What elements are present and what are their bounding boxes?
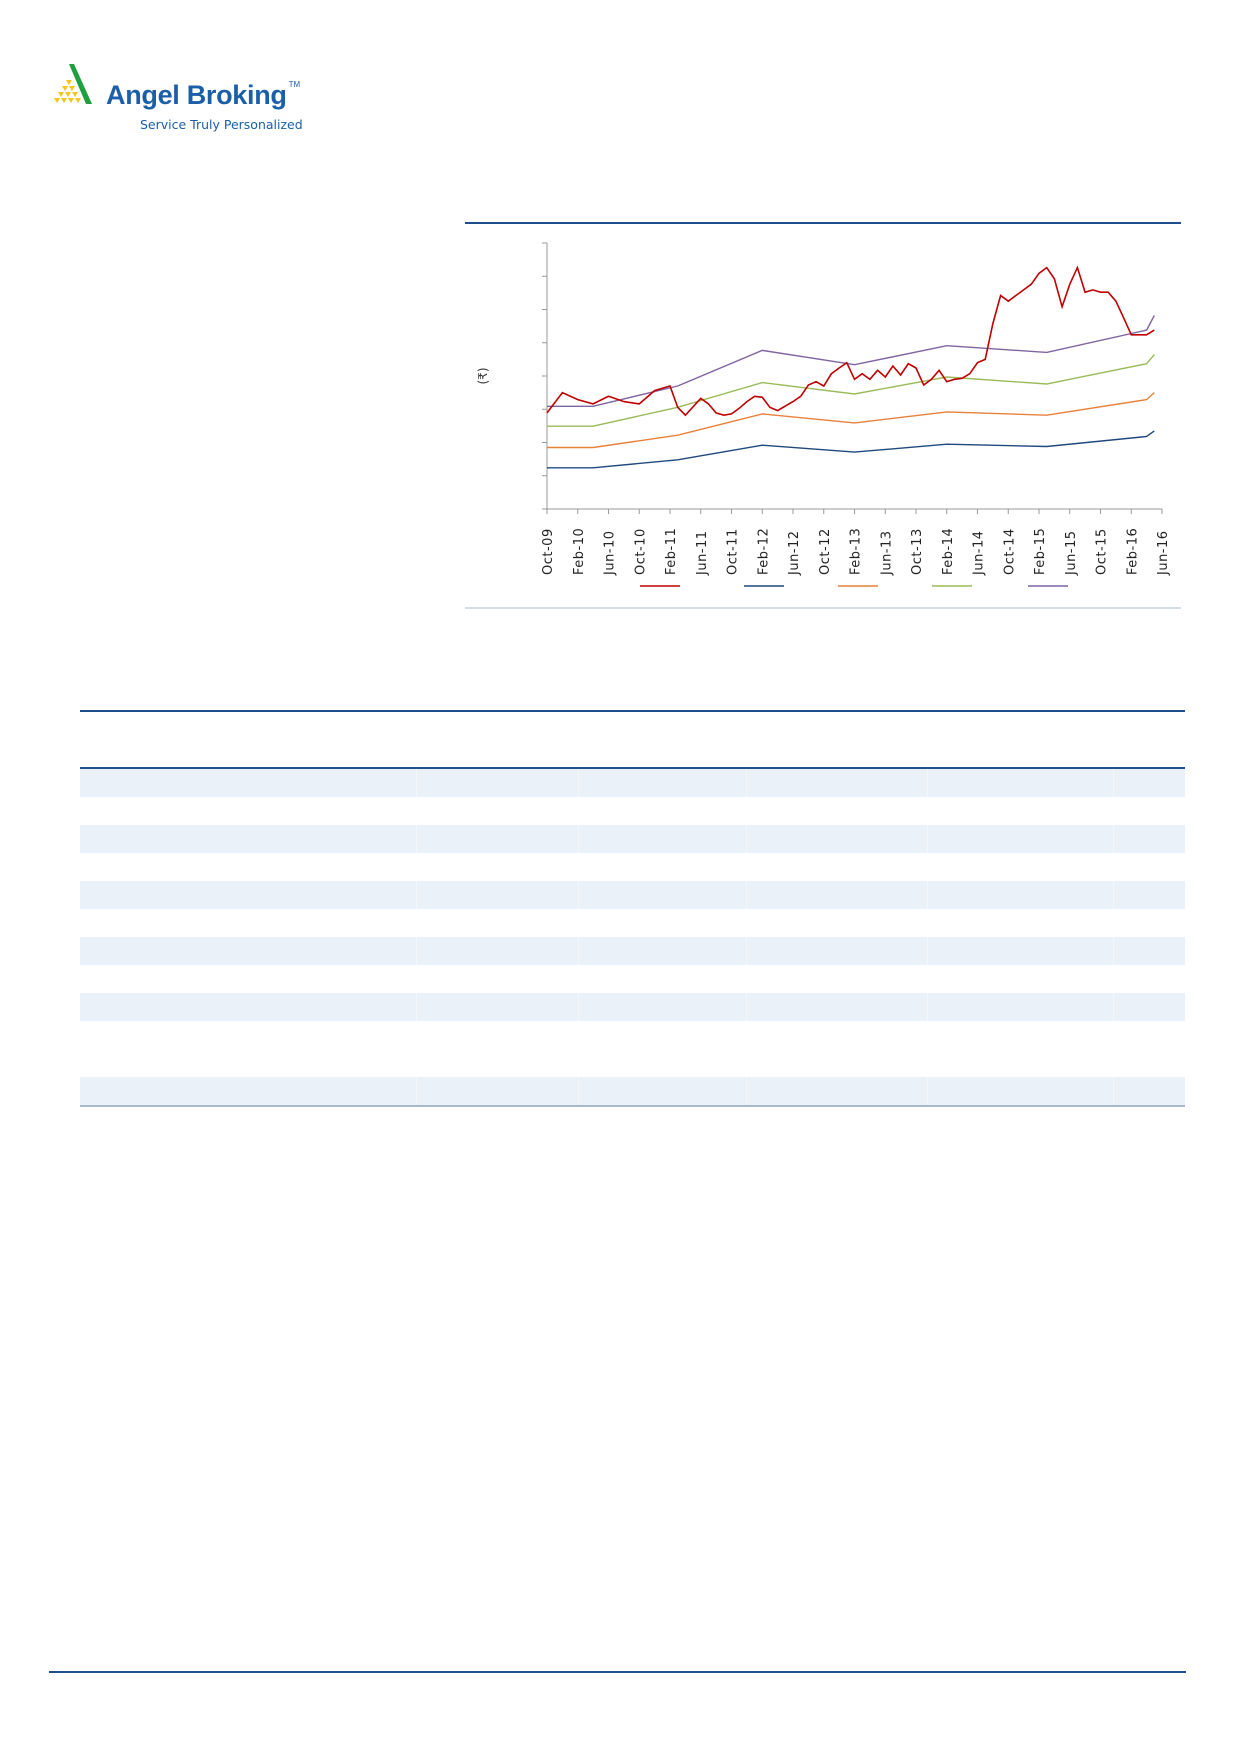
table-row [80,825,1185,853]
column-divider [927,937,928,965]
column-divider [416,881,417,909]
x-tick-label: Jun-16 [1156,530,1171,576]
series-line [546,265,1155,417]
column-divider [746,881,747,909]
table-row [80,965,1185,993]
column-divider [746,937,747,965]
table-row [80,1021,1185,1049]
table-row [80,881,1185,909]
table-row [80,937,1185,965]
column-divider [1113,825,1114,853]
column-divider [746,769,747,797]
brand-tagline: Service Truly Personalized [140,117,303,132]
x-tick-label: Feb-14 [941,528,956,575]
x-tick-label: Feb-10 [572,528,587,575]
column-divider [416,825,417,853]
series-line [547,315,1155,407]
table-row [80,853,1185,881]
column-divider [746,825,747,853]
price-band-chart: (₹) Oct-09 Feb-10 Jun-10 Oct-10 Feb-11 Jun-11… [465,222,1181,609]
column-divider [927,881,928,909]
x-tick-label: Jun-14 [972,530,987,576]
column-divider [416,769,417,797]
x-tick-label: Feb-12 [756,528,771,575]
column-divider [578,881,579,909]
x-tick-label: Oct-09 [541,528,556,575]
table-row [80,1077,1185,1105]
table-row [80,909,1185,937]
table-bottom-rule [80,1105,1185,1107]
x-tick-label: Jun-11 [695,530,710,576]
table-row [80,797,1185,825]
x-tick-label: Feb-15 [1033,528,1048,575]
brand-line: Angel Broking TM [106,80,300,111]
series-line [547,392,1155,449]
angel-broking-logo-icon [54,64,92,104]
x-tick-label: Feb-16 [1125,528,1140,575]
column-divider [578,769,579,797]
footer-rule [49,1671,1186,1673]
column-divider [927,825,928,853]
x-tick-label: Oct-13 [910,528,925,575]
column-divider [1113,1077,1114,1105]
y-axis-label: (₹) [476,368,490,385]
table-row [80,769,1185,797]
x-tick-label: Feb-13 [849,528,864,575]
x-tick-label: Jun-12 [787,530,802,576]
column-divider [746,993,747,1021]
column-divider [416,937,417,965]
column-divider [1113,937,1114,965]
brand-name: Angel Broking [106,80,287,110]
x-tick-label: Oct-11 [726,528,741,575]
table-row [80,1049,1185,1077]
column-divider [746,1077,747,1105]
table-header-rule [80,767,1185,769]
column-divider [927,993,928,1021]
column-divider [578,825,579,853]
table-top-rule [80,710,1185,712]
x-tick-label: Oct-15 [1095,528,1110,575]
x-tick-label: Oct-10 [633,528,648,575]
series-line [547,354,1155,427]
x-tick-label: Oct-12 [818,528,833,575]
column-divider [416,1077,417,1105]
x-tick-label: Jun-13 [879,530,894,576]
x-tick-label: Jun-15 [1064,530,1079,576]
x-tick-label: Feb-11 [664,528,679,575]
column-divider [578,993,579,1021]
column-divider [1113,769,1114,797]
column-divider [1113,993,1114,1021]
column-divider [578,1077,579,1105]
column-divider [416,993,417,1021]
table-row [80,993,1185,1021]
column-divider [578,937,579,965]
column-divider [1113,881,1114,909]
column-divider [927,769,928,797]
series-line [547,430,1155,469]
x-tick-label: Oct-14 [1002,528,1017,575]
x-tick-label: Jun-10 [603,530,618,576]
column-divider [927,1077,928,1105]
trademark-mark: TM [288,80,301,89]
